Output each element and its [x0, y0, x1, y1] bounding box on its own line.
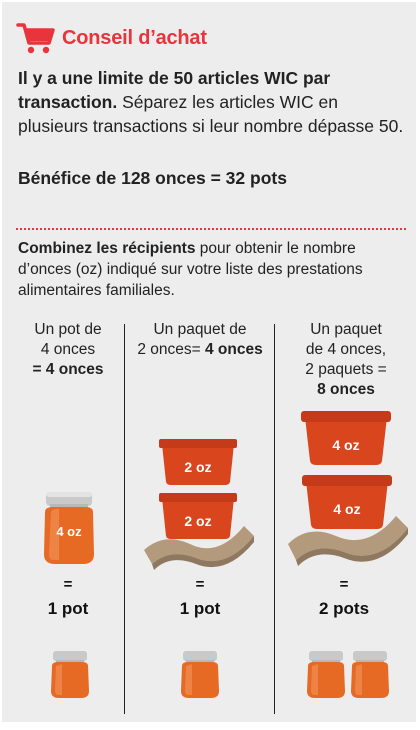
combine-text: Combinez les récipients pour obtenir le … [18, 238, 408, 301]
column-3-line1: Un paquet [310, 321, 382, 338]
column-2-container-label-2: 2 oz [184, 513, 211, 529]
shopping-tip-card: Conseil d’achat Il y a une limite de 50 … [2, 2, 416, 722]
four-ounce-container-icon: 4 oz [301, 411, 391, 465]
combine-detail: pour obtenir le nombre d’onces (oz) indi… [18, 240, 363, 299]
column-2-line1: Un paquet de [153, 321, 247, 338]
column-divider-1 [124, 324, 125, 714]
result-jar-icon [351, 651, 389, 698]
column-2-heading: Un paquet de 2 onces= 4 onces [126, 320, 274, 360]
shopping-cart-icon [16, 23, 55, 54]
column-1-heading: Un pot de 4 onces = 4 onces [12, 320, 124, 380]
column-1-jar-label: 4 oz [56, 524, 82, 539]
benefit-text: Bénéfice de 128 onces = 32 pots [18, 168, 287, 188]
column-3-line4: 8 onces [317, 381, 375, 398]
card-title: Conseil d’achat [62, 26, 207, 49]
column-1-line1: Un pot de [34, 321, 102, 338]
column-2-result: 1 pot [179, 599, 221, 618]
card-header: Conseil d’achat [16, 20, 207, 56]
column-3-result: 2 pots [318, 599, 370, 618]
column-2-container-label-1: 2 oz [184, 459, 211, 475]
combine-bold: Combinez les récipients [18, 240, 196, 257]
column-1-line3: = 4 onces [32, 361, 104, 378]
dotted-divider [16, 228, 406, 230]
two-ounce-container-icon: 2 oz [159, 439, 237, 485]
column-3-container-label-1: 4 oz [332, 437, 359, 453]
column-2-equals: = [195, 576, 205, 593]
column-3-container-label-2: 4 oz [333, 501, 360, 517]
transaction-limit-bold: Il y a une limite de 50 articles WIC par… [18, 68, 331, 112]
four-ounce-pouch-icon: 4 oz [288, 475, 408, 566]
column-3-heading: Un paquet de 4 onces, 2 paquets = 8 once… [276, 320, 416, 400]
column-3-line2: de 4 onces, [305, 341, 387, 358]
transaction-limit-text: Il y a une limite de 50 articles WIC par… [18, 66, 408, 138]
baby-food-jar-icon: 4 oz [44, 492, 94, 564]
column-3-line3: 2 paquets = [305, 361, 387, 378]
result-jar-icon [181, 651, 219, 698]
two-ounce-pouch-icon: 2 oz [144, 493, 254, 570]
column-2-line2: 2 onces= [137, 341, 201, 358]
column-divider-2 [274, 324, 275, 714]
column-3-equals: = [339, 576, 349, 593]
column-1-line2: 4 onces [40, 341, 96, 358]
column-1-result: 1 pot [47, 599, 89, 618]
column-1-equals: = [63, 576, 73, 593]
result-jar-icon [307, 651, 345, 698]
column-2-line2-bold: 4 onces [200, 341, 263, 358]
result-jar-icon [51, 651, 89, 698]
transaction-limit-detail: Séparez les articles WIC en plusieurs tr… [18, 92, 404, 136]
